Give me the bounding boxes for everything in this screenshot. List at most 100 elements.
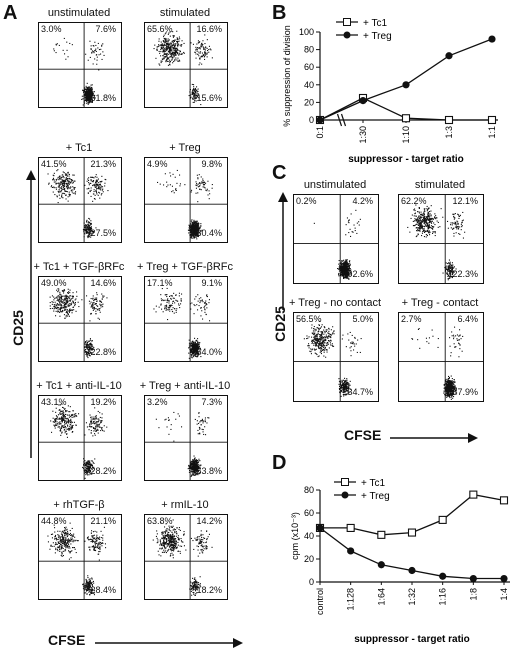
event-dot	[63, 37, 65, 39]
event-dot	[95, 191, 97, 193]
event-dot	[88, 96, 90, 98]
event-dot	[99, 301, 101, 303]
event-dot	[95, 542, 97, 544]
event-dot	[48, 182, 50, 184]
event-dot	[195, 236, 197, 238]
event-dot	[88, 89, 90, 91]
event-dot	[58, 546, 60, 548]
event-dot	[63, 542, 65, 544]
event-dot	[55, 315, 57, 317]
event-dot	[171, 52, 173, 54]
event-dot	[161, 46, 163, 48]
event-dot	[53, 50, 55, 52]
event-dot	[98, 183, 100, 185]
event-dot	[165, 41, 167, 43]
event-dot	[200, 46, 202, 48]
event-dot	[199, 472, 201, 474]
event-dot	[165, 307, 167, 309]
event-dot	[63, 544, 65, 546]
event-dot	[103, 54, 105, 56]
event-dot	[97, 184, 99, 186]
event-dot	[192, 101, 194, 103]
event-dot	[53, 296, 55, 298]
event-dot	[89, 340, 91, 342]
event-dot	[161, 45, 163, 47]
event-dot	[194, 352, 196, 354]
event-dot	[87, 589, 89, 591]
event-dot	[54, 419, 56, 421]
event-dot	[206, 538, 208, 540]
event-dot	[170, 525, 172, 527]
event-dot	[163, 38, 165, 40]
event-dot	[58, 422, 60, 424]
event-dot	[163, 300, 165, 302]
event-dot	[201, 418, 203, 420]
event-dot	[96, 176, 98, 178]
event-dot	[95, 190, 97, 192]
event-dot	[200, 549, 202, 551]
event-dot	[62, 417, 64, 419]
event-dot	[164, 537, 166, 539]
event-dot	[91, 94, 93, 96]
event-dot	[191, 224, 193, 226]
event-dot	[99, 304, 101, 306]
event-dot	[96, 428, 98, 430]
event-dot	[94, 458, 96, 460]
event-dot	[193, 583, 195, 585]
event-dot	[86, 463, 88, 465]
event-dot	[61, 533, 63, 535]
event-dot	[197, 186, 199, 188]
event-dot	[93, 353, 95, 355]
event-dot	[162, 536, 164, 538]
event-dot	[98, 419, 100, 421]
event-dot	[89, 423, 91, 425]
event-dot	[71, 416, 73, 418]
event-dot	[92, 540, 94, 542]
event-dot	[89, 548, 91, 550]
event-dot	[170, 534, 172, 536]
event-dot	[165, 40, 167, 42]
event-dot	[90, 226, 92, 228]
event-dot	[201, 229, 203, 231]
event-dot	[74, 193, 76, 195]
event-dot	[64, 428, 66, 430]
event-dot	[167, 544, 169, 546]
event-dot	[193, 592, 195, 594]
event-dot	[65, 174, 67, 176]
event-dot	[90, 591, 92, 593]
event-dot	[57, 538, 59, 540]
event-dot	[199, 350, 201, 352]
event-dot	[102, 539, 104, 541]
event-dot	[170, 45, 172, 47]
event-dot	[201, 536, 203, 538]
event-dot	[194, 100, 196, 102]
event-dot	[90, 48, 92, 50]
event-dot	[55, 407, 57, 409]
event-dot	[71, 191, 73, 193]
event-dot	[95, 310, 97, 312]
event-dot	[88, 589, 90, 591]
event-dot	[92, 93, 94, 95]
event-dot	[88, 460, 90, 462]
event-dot	[174, 541, 176, 543]
event-dot	[168, 531, 170, 533]
event-dot	[65, 420, 67, 422]
event-dot	[199, 584, 201, 586]
event-dot	[59, 412, 61, 414]
event-dot	[172, 519, 174, 521]
event-dot	[177, 550, 179, 552]
event-dot	[86, 89, 88, 91]
x-tick-label: 1:30	[358, 126, 368, 144]
event-dot	[166, 305, 168, 307]
event-dot	[177, 42, 179, 44]
event-dot	[101, 545, 103, 547]
event-dot	[192, 228, 194, 230]
event-dot	[89, 226, 91, 228]
event-dot	[67, 530, 69, 532]
event-dot	[89, 94, 91, 96]
event-dot	[61, 290, 63, 292]
event-dot	[68, 305, 70, 307]
event-dot	[90, 346, 92, 348]
event-dot	[73, 533, 75, 535]
event-dot	[192, 463, 194, 465]
